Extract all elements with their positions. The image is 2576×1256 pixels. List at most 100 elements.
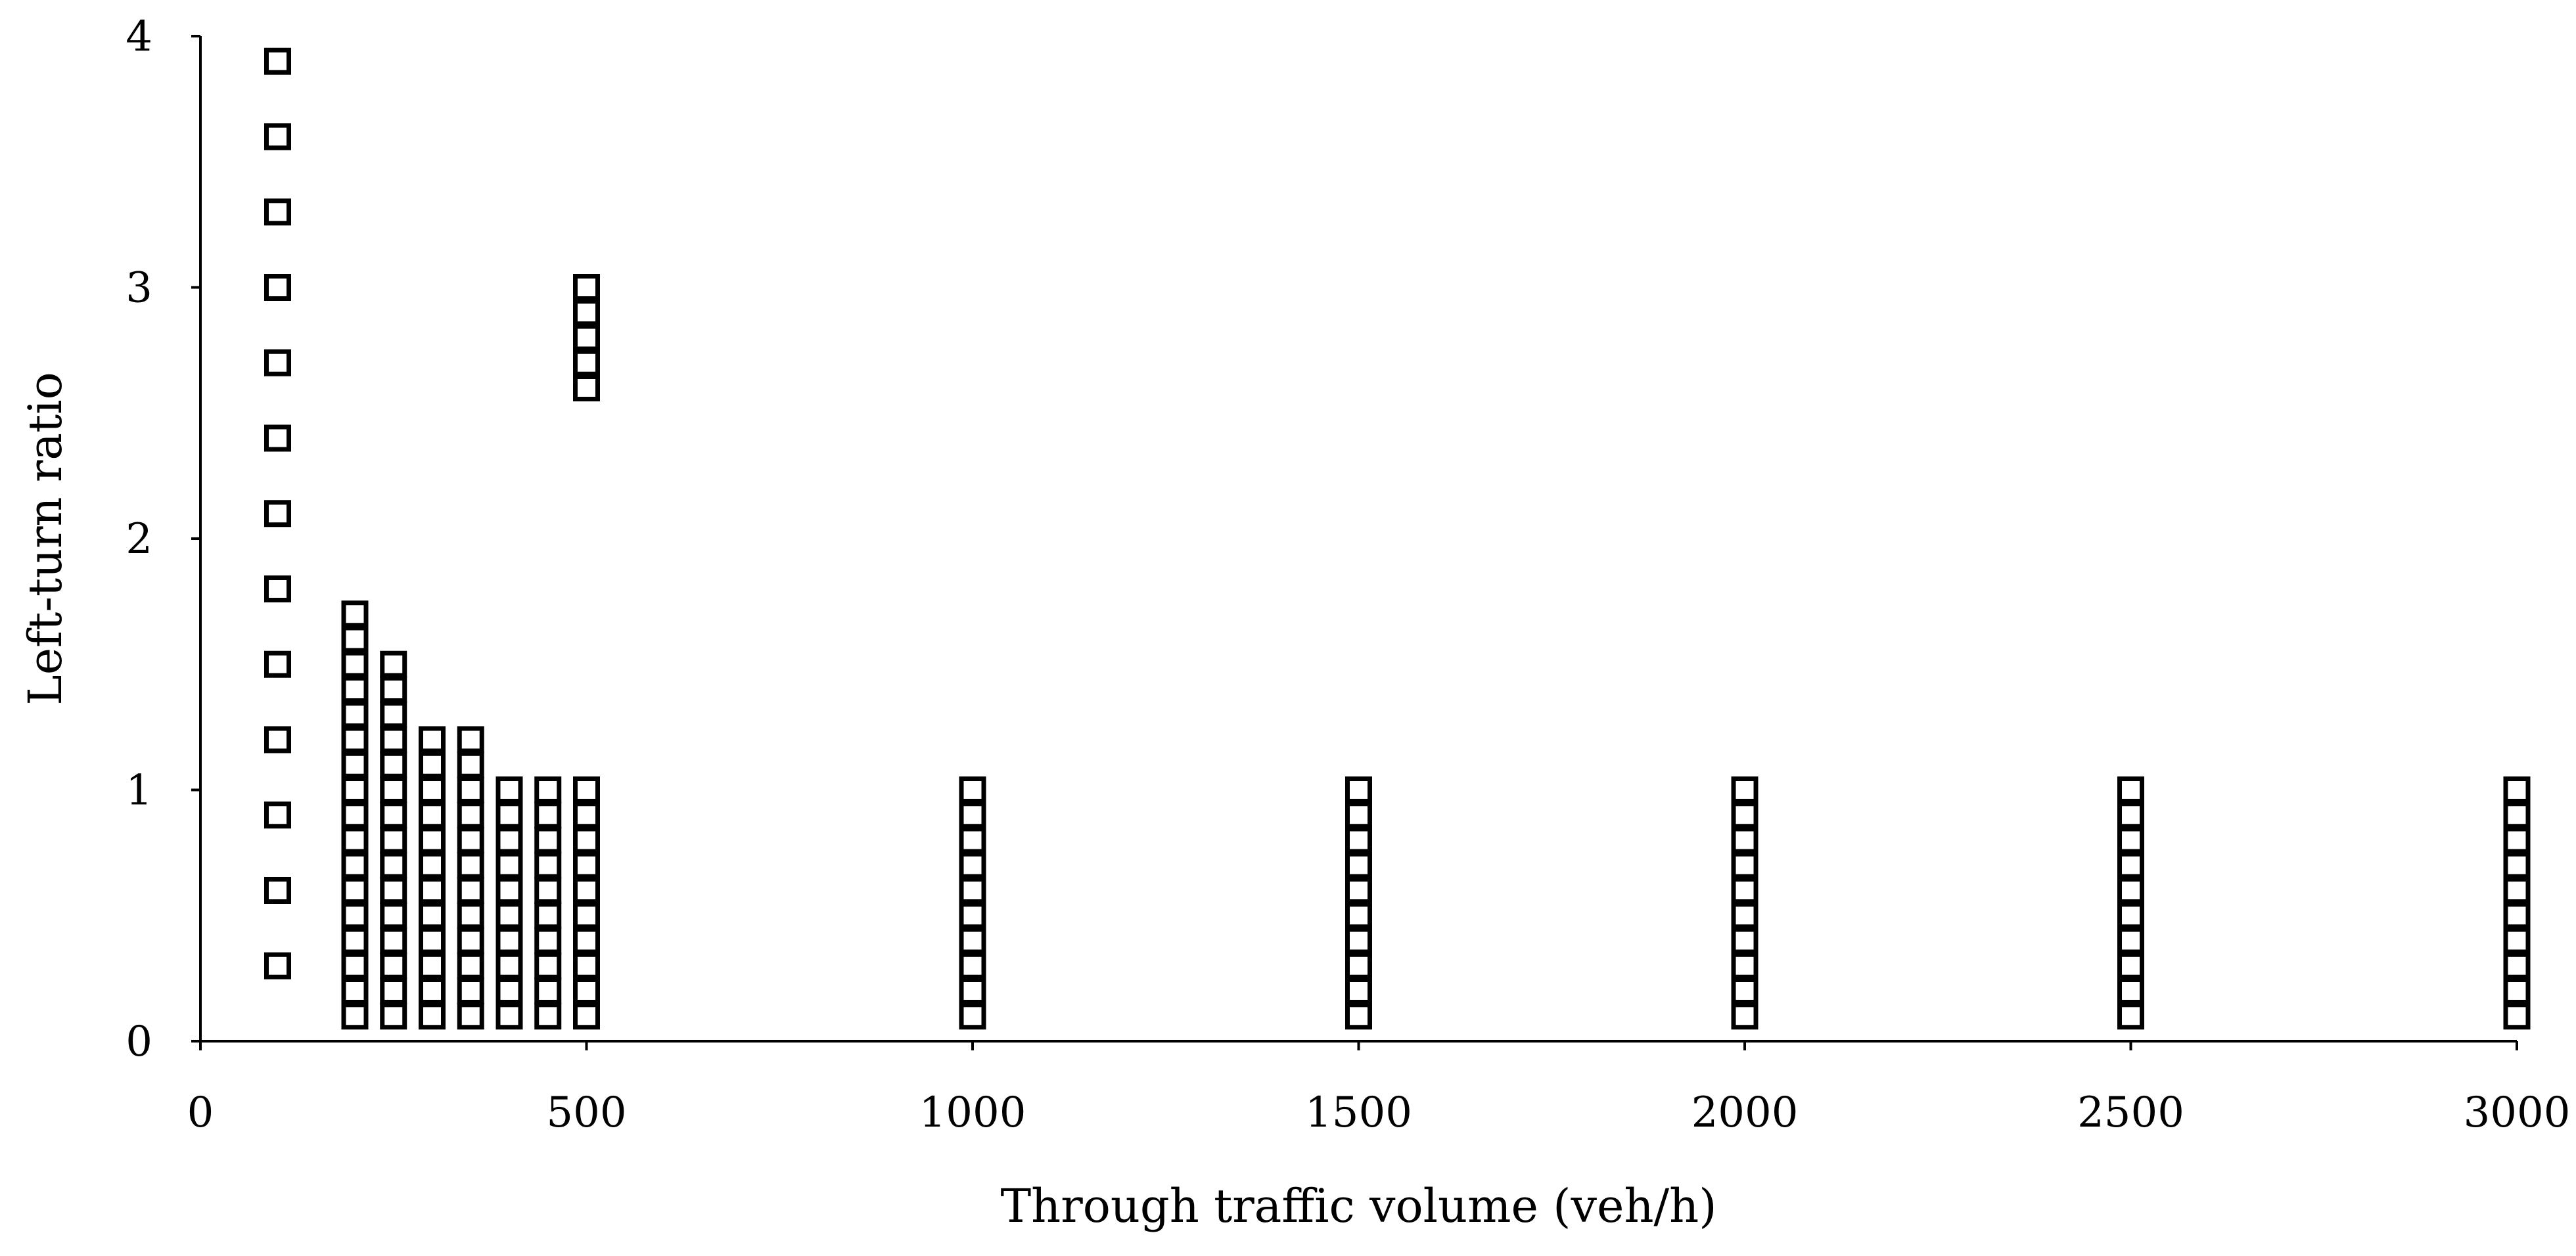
data-point	[419, 751, 446, 778]
data-point	[264, 952, 291, 979]
data-point	[959, 952, 986, 979]
data-point	[2503, 1002, 2531, 1030]
data-point	[264, 123, 291, 150]
data-point	[419, 952, 446, 979]
data-point	[1731, 776, 1759, 803]
data-point	[1345, 977, 1372, 1004]
data-point	[457, 851, 484, 879]
data-point	[380, 776, 407, 803]
x-tick-label: 2000	[1691, 1088, 1799, 1137]
data-point	[1731, 851, 1759, 879]
data-point	[1345, 877, 1372, 904]
data-point	[2503, 977, 2531, 1004]
data-point	[959, 902, 986, 930]
y-ticks: 0 1 2 3 4	[126, 12, 200, 1066]
data-point	[1345, 952, 1372, 979]
data-point	[457, 902, 484, 930]
data-point	[2503, 927, 2531, 954]
data-point	[534, 826, 562, 854]
data-point	[534, 952, 562, 979]
data-point	[534, 977, 562, 1004]
data-point	[2117, 877, 2144, 904]
data-point	[573, 374, 600, 401]
data-point	[264, 801, 291, 829]
data-point	[380, 952, 407, 979]
data-point	[341, 801, 369, 829]
data-point	[457, 1002, 484, 1030]
data-point	[573, 851, 600, 879]
data-point	[959, 776, 986, 803]
data-point	[2117, 977, 2144, 1004]
data-point	[419, 726, 446, 753]
data-point	[380, 801, 407, 829]
data-point	[419, 776, 446, 803]
data-point	[959, 1002, 986, 1030]
data-point	[534, 776, 562, 803]
data-point	[419, 851, 446, 879]
data-point	[419, 877, 446, 904]
y-tick-label: 2	[126, 515, 152, 564]
data-point	[2117, 952, 2144, 979]
data-point	[380, 676, 407, 703]
data-point	[1345, 851, 1372, 879]
data-point	[573, 299, 600, 326]
data-point	[341, 851, 369, 879]
data-point	[2117, 776, 2144, 803]
data-point	[534, 877, 562, 904]
data-point	[959, 826, 986, 854]
data-point	[380, 751, 407, 778]
data-point	[264, 274, 291, 301]
data-point	[959, 977, 986, 1004]
data-point	[573, 776, 600, 803]
data-point	[457, 927, 484, 954]
data-point	[1731, 902, 1759, 930]
y-tick-label: 3	[126, 264, 152, 313]
x-axis-label: Through traffic volume (veh/h)	[1000, 1179, 1716, 1233]
data-point	[457, 977, 484, 1004]
data-point	[341, 877, 369, 904]
data-point	[1731, 801, 1759, 829]
data-point	[457, 751, 484, 778]
data-point	[1731, 927, 1759, 954]
data-point	[341, 726, 369, 753]
data-point	[2503, 776, 2531, 803]
x-ticks: 0 500 1000 1500 2000 2500 3000	[187, 1041, 2571, 1137]
data-point	[2503, 826, 2531, 854]
y-tick-label: 1	[126, 767, 152, 815]
data-point	[341, 776, 369, 803]
data-point	[1345, 826, 1372, 854]
data-point	[1345, 776, 1372, 803]
x-tick-label: 3000	[2464, 1088, 2571, 1137]
data-point	[419, 826, 446, 854]
data-point	[959, 927, 986, 954]
data-point	[380, 1002, 407, 1030]
data-point	[457, 726, 484, 753]
data-point	[457, 826, 484, 854]
data-point	[495, 977, 523, 1004]
data-point	[380, 927, 407, 954]
data-point	[1345, 1002, 1372, 1030]
data-point	[341, 977, 369, 1004]
x-tick-label: 2500	[2077, 1088, 2184, 1137]
data-point	[2503, 877, 2531, 904]
data-point	[341, 927, 369, 954]
data-point	[341, 826, 369, 854]
data-point	[534, 927, 562, 954]
data-point	[264, 726, 291, 753]
data-point	[573, 877, 600, 904]
data-point	[2117, 826, 2144, 854]
data-point	[1345, 927, 1372, 954]
data-point	[495, 801, 523, 829]
data-point	[457, 952, 484, 979]
data-point	[457, 776, 484, 803]
data-point	[264, 198, 291, 226]
data-point	[495, 927, 523, 954]
data-point	[264, 500, 291, 527]
data-point	[419, 1002, 446, 1030]
data-point	[959, 801, 986, 829]
data-point	[495, 1002, 523, 1030]
data-point	[380, 826, 407, 854]
data-point	[534, 902, 562, 930]
data-points	[264, 47, 2531, 1030]
data-point	[264, 877, 291, 904]
